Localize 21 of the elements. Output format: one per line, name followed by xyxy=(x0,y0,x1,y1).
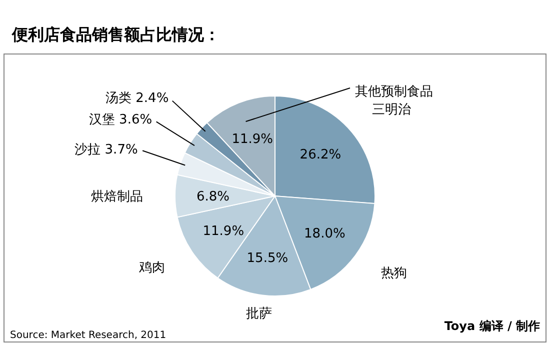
data-label: 3.6% xyxy=(119,112,152,128)
slice-label: 三明治 xyxy=(372,102,411,118)
slice-label: 批萨 xyxy=(246,306,272,322)
data-label: 3.7% xyxy=(104,142,138,158)
data-label: 26.2% xyxy=(300,147,342,162)
data-label: 6.8% xyxy=(196,190,230,205)
source-note: Source: Market Research, 2011 xyxy=(10,330,166,341)
data-label: 11.9% xyxy=(232,132,274,147)
chart-title: 便利店食品销售额占比情况： xyxy=(11,25,220,44)
slice-label: 烘焙制品 xyxy=(91,190,143,205)
data-label: 11.9% xyxy=(202,224,244,239)
data-label: 18.0% xyxy=(304,226,346,242)
slice-label: 汉堡 xyxy=(88,112,115,128)
slice-label: 汤类 xyxy=(106,90,132,106)
slice-label: 热狗 xyxy=(380,266,407,282)
slice-label: 鸡肉 xyxy=(138,260,166,276)
text: Toya 编译 / 制作 xyxy=(444,319,540,333)
slice-label: 沙拉 xyxy=(74,142,101,158)
slice-label: 其他预制食品 xyxy=(355,84,433,100)
data-label: 2.4% xyxy=(136,90,169,106)
data-label: 15.5% xyxy=(246,251,288,266)
